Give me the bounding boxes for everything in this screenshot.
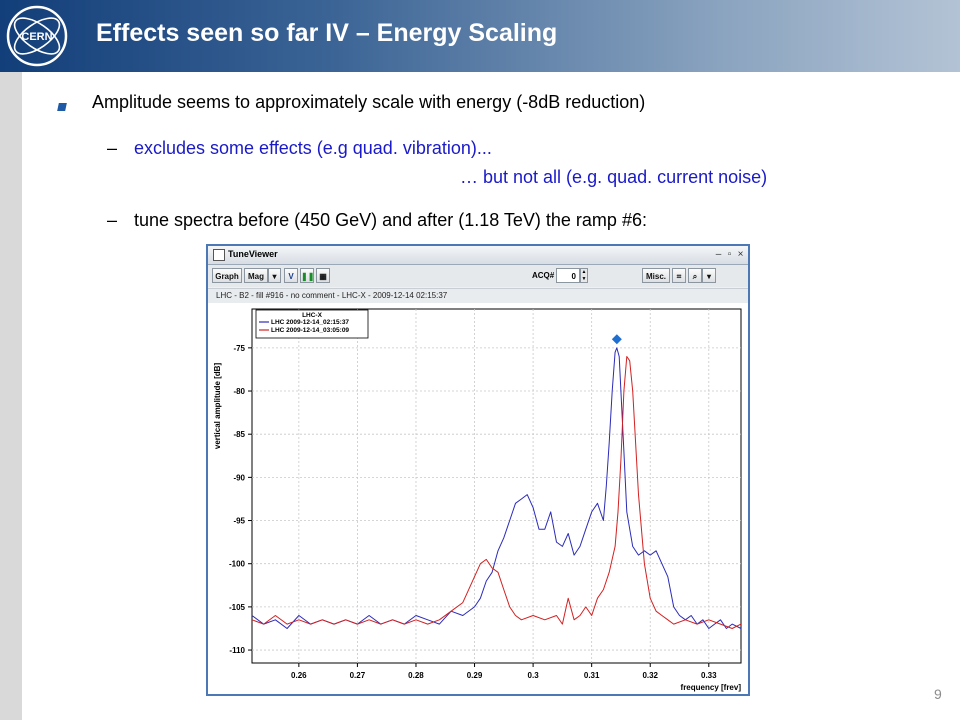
v-button[interactable]: V [284,268,298,283]
window-icon [213,249,225,261]
window-toolbar: Graph Mag ▾ V ❚❚ ▦ ACQ# 0 ▲ ▼ Misc. ⌗ ⌕ ▾ [208,265,748,287]
acq-spinner-icon[interactable]: ▲ ▼ [580,268,588,283]
page-number: 9 [934,686,942,702]
close-icon[interactable]: × [737,249,744,260]
x-tick-label: 0.29 [467,671,483,680]
slide-header: CERN Effects seen so far IV – Energy Sca… [0,0,960,72]
chevron-down-icon[interactable]: ▾ [268,268,281,283]
slide-title: Effects seen so far IV – Energy Scaling [96,19,558,47]
pause-icon[interactable]: ❚❚ [300,268,314,283]
series-line-2 [251,356,742,629]
table-icon[interactable]: ▦ [316,268,330,283]
x-tick-label: 0.33 [701,671,717,680]
window-title: TuneViewer [228,249,278,259]
bullet-text-1: Amplitude seems to approximately scale w… [92,92,646,112]
sub-bullet-text-1b: … but not all (e.g. quad. current noise) [460,167,768,187]
y-tick-label: -100 [229,560,246,569]
sub-bullet-text-2: tune spectra before (450 GeV) and after … [134,210,647,230]
legend-entry-2: LHC 2009-12-14_03:05:09 [271,327,349,334]
spectrum-chart[interactable]: 0.26 0.27 0.28 0.29 0.3 0.31 0.32 0.33 -110 -105 -… [208,303,748,694]
fit-icon[interactable]: ⌗ [672,268,686,283]
acq-input[interactable]: 0 [556,268,580,283]
x-tick-label: 0.32 [642,671,658,680]
window-titlebar[interactable]: TuneViewer – ▫ × [208,246,748,265]
y-tick-label: -80 [233,387,245,396]
y-tick-label: -95 [233,517,245,526]
zoom-icon[interactable]: ⌕ [688,268,702,283]
logo-text: CERN [21,31,52,43]
x-tick-label: 0.3 [528,671,540,680]
peak-marker [611,334,622,345]
x-tick-label: 0.26 [291,671,307,680]
sub-bullet-text-1a: excludes some effects (e.g quad. vibrati… [134,138,492,158]
maximize-icon[interactable]: ▫ [727,249,732,260]
x-tick-label: 0.27 [350,671,366,680]
y-axis-label: vertical amplitude [dB] [213,363,222,450]
minimize-icon[interactable]: – [715,249,722,260]
info-line: LHC - B2 - fill #916 - no comment - LHC-… [208,288,748,304]
y-tick-label: -85 [233,430,245,439]
y-tick-label: -110 [229,646,245,655]
y-tick-label: -105 [229,603,246,612]
legend-title: LHC-X [302,312,323,319]
x-tick-label: 0.28 [408,671,424,680]
legend-entry-1: LHC 2009-12-14_02:15:37 [271,319,349,326]
spectrum-plot-area[interactable]: 0.26 0.27 0.28 0.29 0.3 0.31 0.32 0.33 -110 -105 -… [208,303,748,694]
plot-frame [251,308,742,664]
x-tick-label: 0.31 [584,671,600,680]
bullet-marker [57,103,67,111]
zoom-dropdown-icon[interactable]: ▾ [702,268,716,283]
y-tick-label: -75 [233,344,245,353]
info-text: LHC - B2 - fill #916 - no comment - LHC-… [216,291,448,300]
x-axis-label: frequency [frev] [681,683,742,692]
graph-button[interactable]: Graph [212,268,242,283]
sub-bullet-dash-2: – [107,210,118,230]
mag-select[interactable]: Mag [244,268,268,283]
y-tick-label: -90 [233,473,245,482]
tuneviewer-window: TuneViewer – ▫ × Graph Mag ▾ V ❚❚ ▦ ACQ#… [206,244,750,696]
left-margin-strip [0,72,22,720]
sub-bullet-dash-1: – [107,138,118,158]
acq-label: ACQ# [532,271,555,280]
cern-logo: CERN [6,5,68,67]
misc-button[interactable]: Misc. [642,268,670,283]
legend-box [255,309,369,339]
